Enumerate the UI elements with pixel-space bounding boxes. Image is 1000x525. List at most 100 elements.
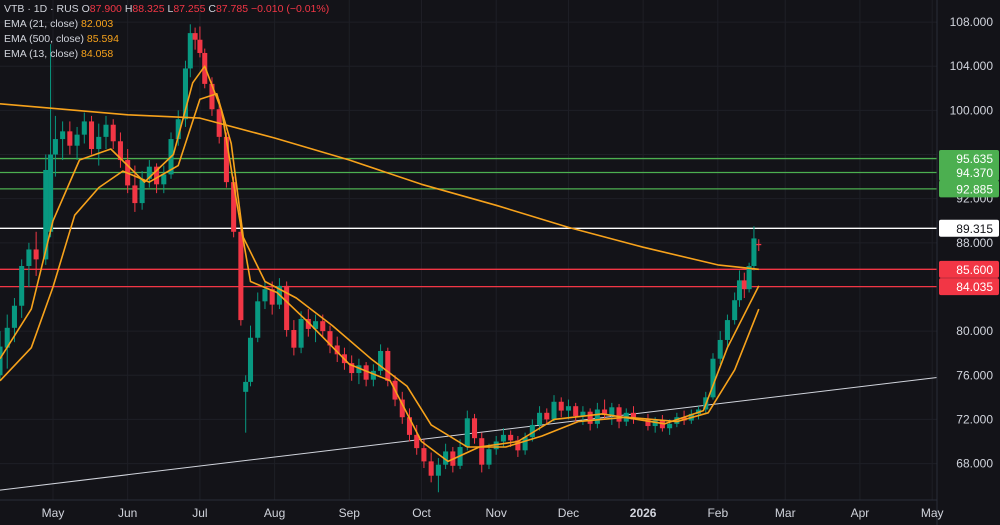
candle [471,413,478,444]
chart-legend: VTB · 1D · RUS O87.900 H88.325 L87.255 C… [4,2,329,62]
candle [515,435,521,457]
symbol-label[interactable]: VTB · 1D · RUS [4,3,79,15]
price-line-label-bg [939,260,999,278]
time-axis[interactable]: May Jun Jul Aug Sep Oct Nov Dec 2026 Feb Mar Apr May [42,506,944,520]
candle-body [674,417,680,424]
candle [298,311,304,354]
price-line-label: 92.885 [956,182,993,196]
price-line-label: 95.635 [956,152,993,166]
candle-body [645,419,651,427]
candle [4,314,10,369]
price-line-label-bg [939,219,999,237]
candle-body [522,437,528,451]
candle-body [486,449,492,465]
ema-line[interactable] [0,65,760,463]
candle-body [81,121,87,135]
candle-body [741,280,747,290]
candle [609,402,615,425]
price-line-label-bg [939,164,999,182]
x-tick-label: Oct [412,506,431,520]
candle [96,123,102,166]
candle-body [334,345,340,355]
candle [602,399,608,420]
candle-body [11,305,17,328]
candle [724,314,730,348]
candle [565,399,571,420]
candle [247,325,254,387]
candle-body [529,424,535,438]
candle [630,406,637,424]
candle [587,408,593,431]
candle [146,160,152,188]
x-tick-label: Aug [264,506,285,520]
x-tick-label: Sep [339,506,361,520]
candle-body [630,412,637,420]
candle-body [385,350,391,381]
candle [255,292,261,343]
candle-body [573,406,579,417]
candle [139,171,145,210]
candle [182,60,189,127]
candle-body [103,124,109,137]
candle-body [464,418,470,448]
candle-body [161,174,167,185]
x-tick-label: Mar [775,506,796,520]
candle-body [320,321,326,332]
indicator-value: 82.003 [81,18,114,30]
candle-body [428,461,434,476]
candle-body [223,136,229,183]
candle [363,362,369,387]
candle-body [182,68,189,120]
candle-body [756,243,762,246]
indicator-ema-21[interactable]: EMA (21, close) 82.003 [4,17,329,32]
x-tick-label: Jun [118,506,137,520]
candle [327,325,333,354]
candle-body [471,418,478,439]
y-tick-label: 108.000 [950,15,994,29]
candle [175,110,181,146]
candle [645,413,651,431]
candle-body [370,370,376,380]
candle-body [544,412,550,420]
candle [33,231,39,276]
candle-body [305,318,311,329]
candle [19,259,25,318]
candle-body [74,134,80,146]
x-tick-label: Dec [558,506,579,520]
candle [486,443,492,470]
indicator-ema-500[interactable]: EMA (500, close) 85.594 [4,32,329,47]
indicator-value: 85.594 [86,33,119,45]
ema-line[interactable] [0,103,759,271]
candle-body [602,409,608,416]
candle [187,24,193,78]
candle-body [146,166,152,179]
low-key: L [167,3,174,15]
candle [370,364,376,387]
candle [508,430,514,448]
candle [81,112,87,144]
candle [43,154,49,265]
candle-body [537,412,543,425]
candle-body [710,358,716,398]
indicator-ema-13[interactable]: EMA (13, close) 84.058 [4,47,329,62]
price-line-label: 84.035 [956,280,993,294]
candle-body [378,350,384,371]
candle-body [187,33,193,69]
candle-body [717,339,723,359]
candle [736,270,743,307]
candle [110,119,116,150]
candle-body [406,417,413,435]
candle-body [231,182,237,232]
candle-body [284,285,290,331]
candle [464,410,470,451]
candle-body [96,136,102,150]
ema-line[interactable] [0,93,760,448]
candle-body [67,131,73,146]
candle [732,292,738,325]
candle-body [356,365,362,374]
candle [103,115,109,150]
candle-body [659,420,665,429]
candle [717,331,723,365]
y-tick-label: 88.000 [956,236,993,250]
